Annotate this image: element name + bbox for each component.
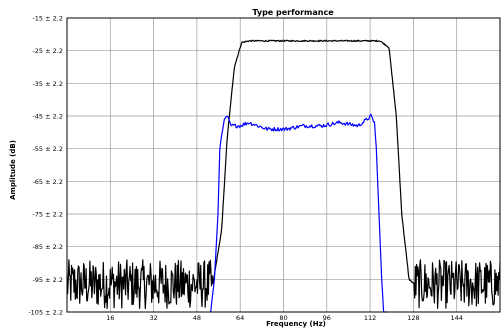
x-tick-label: 80 [279, 314, 287, 322]
y-tick-label: -95 ± 2.2 [32, 276, 63, 284]
x-tick-label: 96 [323, 314, 331, 322]
grid [67, 17, 500, 313]
y-tick-label: -45 ± 2.2 [32, 113, 63, 121]
y-tick-label: -15 ± 2.2 [32, 15, 63, 23]
y-tick-label: -35 ± 2.2 [32, 80, 63, 88]
x-tick-label: 32 [149, 314, 157, 322]
x-tick-label: 112 [364, 314, 376, 322]
x-axis-label: Frequency (Hz) [266, 320, 326, 328]
x-ticks: 16 32 48 64 80 96 112 128 144 [106, 314, 463, 322]
y-tick-label: -55 ± 2.2 [32, 145, 63, 153]
x-tick-label: 64 [236, 314, 244, 322]
x-tick-label: 48 [193, 314, 201, 322]
series [66, 39, 501, 313]
plot-frame [66, 17, 501, 313]
series-line-1 [66, 39, 501, 310]
series-line-2 [210, 113, 388, 313]
y-tick-label: -65 ± 2.2 [32, 178, 63, 186]
x-tick-label: 144 [450, 314, 462, 322]
y-tick-label: -105 ± 2.2 [28, 309, 63, 317]
chart-title: Type performance [252, 8, 334, 17]
y-tick-label: -75 ± 2.2 [32, 211, 63, 219]
y-ticks: -15 ± 2.2 -25 ± 2.2 -35 ± 2.2 -45 ± 2.2 -55 … [28, 15, 63, 317]
y-axis-label: Amplitude (dB) [9, 140, 17, 200]
y-tick-label: -25 ± 2.2 [32, 47, 63, 55]
x-tick-label: 16 [106, 314, 114, 322]
x-tick-label: 128 [407, 314, 419, 322]
y-tick-label: -85 ± 2.2 [32, 243, 63, 251]
